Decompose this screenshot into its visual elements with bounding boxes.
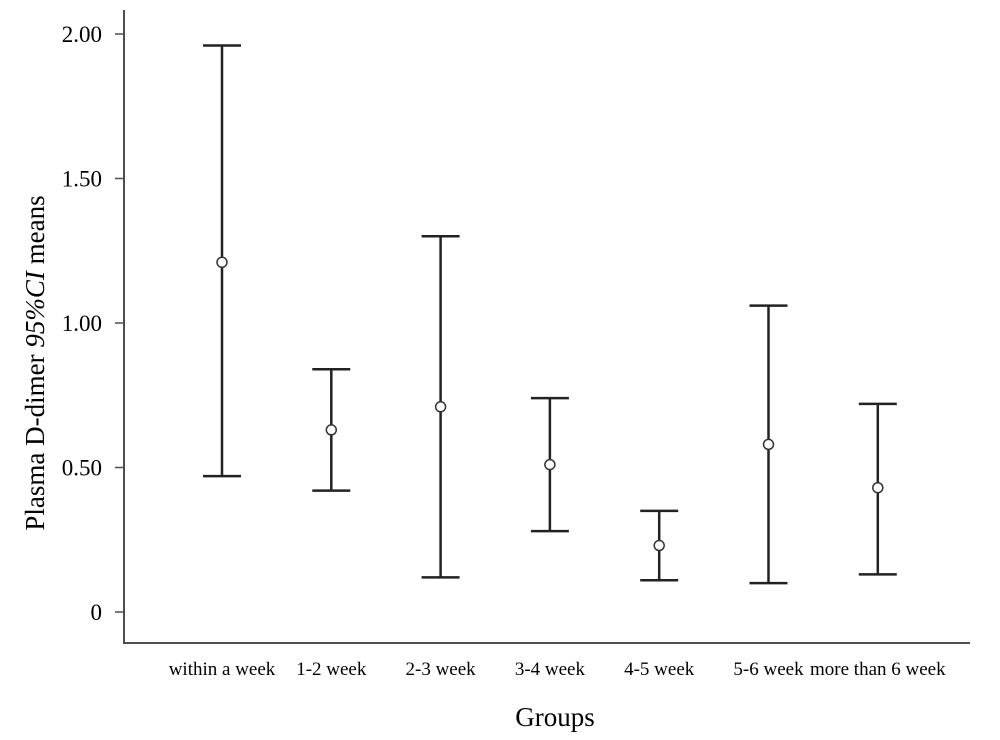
mean-point	[434, 401, 447, 413]
x-category-label: 5-6 week	[733, 659, 804, 680]
mean-point	[653, 539, 665, 552]
error-bar-group	[640, 509, 679, 582]
y-tick-label: 0	[91, 600, 103, 625]
mean-point	[325, 424, 338, 436]
x-category-label: within a week	[169, 659, 276, 680]
x-category-label: 4-5 week	[624, 659, 695, 680]
axes	[123, 10, 970, 644]
mean-point	[762, 438, 775, 451]
error-bar-group	[312, 367, 351, 492]
x-axis-title: Groups	[515, 702, 595, 732]
x-category-label: 2-3 week	[406, 659, 477, 680]
y-tick-label: 0.50	[62, 456, 102, 481]
x-category-label: more than 6 week	[810, 659, 946, 680]
error-bar-group	[858, 402, 897, 576]
error-bar-group	[749, 304, 788, 585]
error-bars	[203, 44, 897, 585]
error-bar-group	[530, 396, 569, 533]
y-axis-title-prefix: Plasma D-dimer	[20, 348, 50, 531]
x-category-labels: within a week 1-2 week 2-3 week 3-4 week 4-5…	[169, 659, 946, 680]
y-ticks: 0 0.50 1.00 1.50 2.00	[62, 22, 124, 625]
y-axis-title: Plasma D-dimer 95%CI means	[20, 195, 50, 530]
error-bar-group	[203, 44, 241, 478]
mean-point	[544, 458, 556, 471]
y-tick-label: 1.50	[62, 167, 102, 192]
y-axis-title-italic: 95%CI	[20, 269, 50, 348]
y-tick-label: 1.00	[62, 311, 102, 336]
y-tick-label: 2.00	[62, 22, 102, 47]
error-bar-group	[421, 235, 460, 579]
x-category-label: 3-4 week	[515, 659, 586, 680]
x-category-label: 1-2 week	[296, 659, 367, 680]
y-axis-title-suffix: means	[20, 195, 50, 271]
mean-point	[216, 256, 228, 269]
mean-point	[872, 481, 884, 494]
